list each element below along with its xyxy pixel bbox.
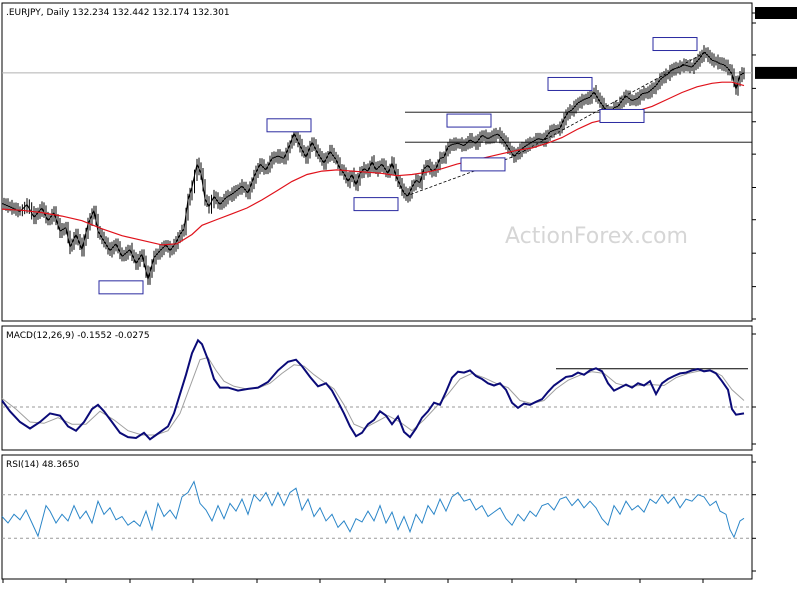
macd-layer bbox=[1, 338, 752, 441]
price-annotation-box bbox=[652, 37, 698, 52]
price-annotation-box bbox=[353, 197, 399, 212]
macd-title: MACD(12,26,9) -0.1552 -0.0275 bbox=[6, 331, 150, 341]
macd-signal-line bbox=[1, 356, 745, 436]
price-annotation-box bbox=[460, 157, 506, 172]
price-panel-frame bbox=[1, 2, 753, 322]
macd-line bbox=[1, 338, 745, 441]
max-price-box bbox=[755, 7, 797, 19]
current-price-box bbox=[755, 66, 797, 79]
axis-layer bbox=[2, 7, 797, 583]
rsi-layer bbox=[1, 480, 752, 539]
rsi-title: RSI(14) 48.3650 bbox=[6, 460, 79, 470]
price-annotation-box bbox=[446, 113, 492, 128]
price-annotation-box bbox=[266, 118, 312, 133]
price-title: .EURJPY, Daily 132.234 132.442 132.174 1… bbox=[6, 8, 230, 18]
price-layer bbox=[1, 37, 752, 295]
macd-panel-frame bbox=[1, 325, 753, 451]
price-annotation-box bbox=[98, 280, 144, 295]
price-line bbox=[1, 51, 745, 280]
price-annotation-box bbox=[547, 76, 593, 91]
price-annotation-box bbox=[599, 108, 645, 123]
rsi-line bbox=[1, 480, 745, 539]
watermark: ActionForex.com bbox=[505, 224, 688, 249]
